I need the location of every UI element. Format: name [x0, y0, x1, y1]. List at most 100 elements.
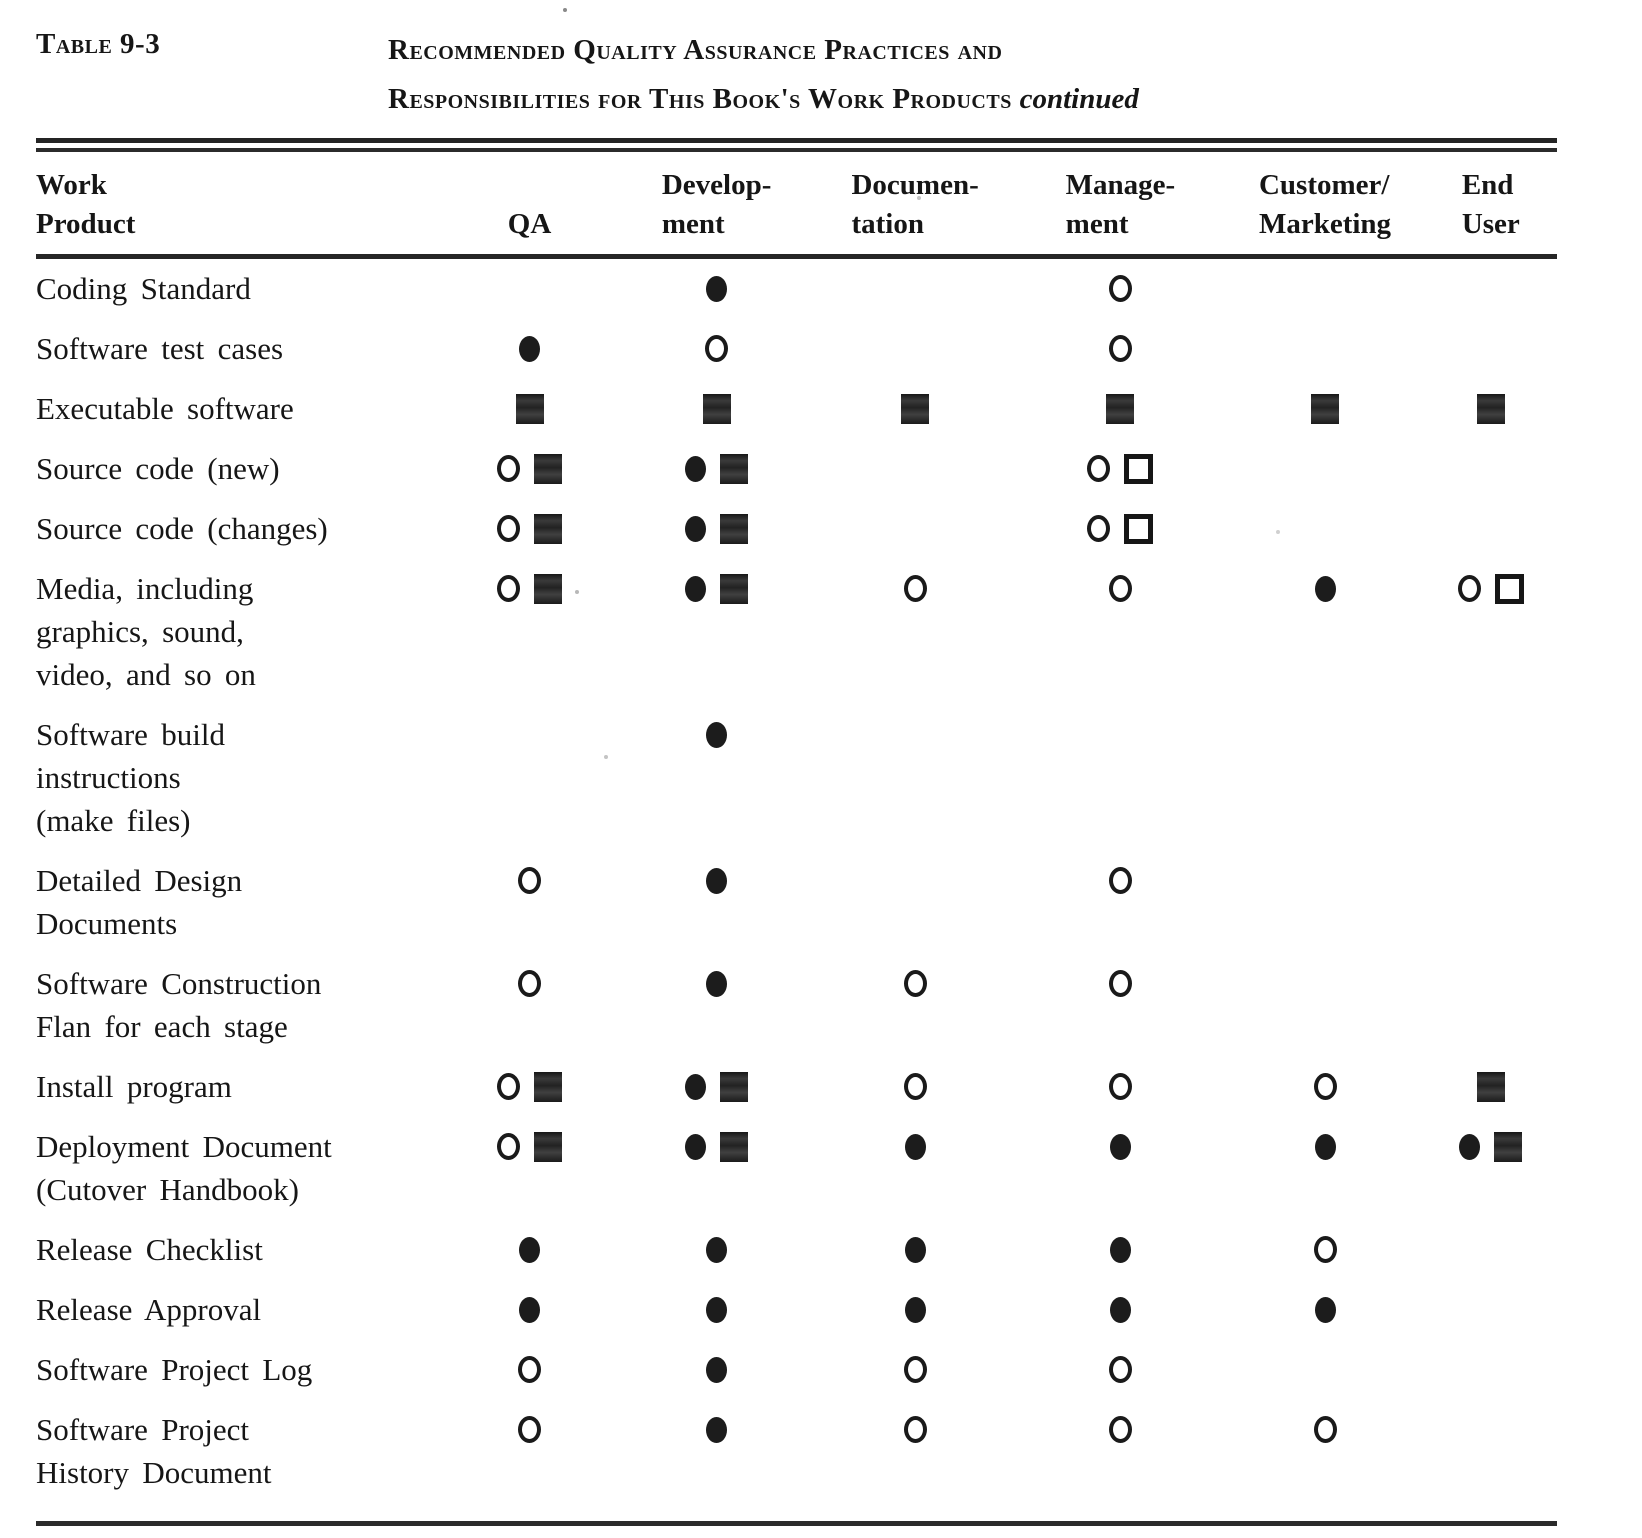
filled-square-icon [720, 513, 749, 544]
filled-square-icon [720, 573, 749, 604]
symbol-group [706, 1288, 728, 1331]
open-circle-icon [1108, 335, 1132, 362]
scan-speck [917, 196, 921, 200]
scan-speck [1276, 530, 1280, 534]
table-row: Detailed Design Documents [36, 851, 1557, 954]
cell-customer-marketing [1225, 851, 1424, 954]
cell-management [1016, 1117, 1226, 1220]
work-product-label: Deployment Document (Cutover Handbook) [36, 1129, 332, 1207]
cell-development [619, 257, 815, 320]
symbol-group [685, 507, 749, 550]
open-circle-icon [903, 1416, 927, 1443]
work-product-label: Release Checklist [36, 1232, 263, 1267]
filled-circle-icon [904, 1236, 926, 1263]
cell-development [619, 499, 815, 559]
open-circle-icon [518, 1416, 542, 1443]
cell-customer-marketing [1225, 439, 1424, 499]
work-product-label: Software build instructions (make files) [36, 717, 225, 838]
cell-qa [441, 319, 619, 379]
symbol-group [1087, 507, 1154, 550]
symbol-group [1311, 387, 1340, 430]
cell-management [1016, 379, 1226, 439]
cell-qa [441, 1220, 619, 1280]
symbol-group [904, 1228, 926, 1271]
cell-qa [441, 1057, 619, 1117]
filled-circle-icon [685, 1073, 707, 1100]
cell-qa [441, 1280, 619, 1340]
symbol-group [1108, 962, 1132, 1005]
cell-documentation [815, 1340, 1016, 1400]
table-header: Work Product QA Develop- ment [36, 152, 1557, 259]
symbol-group [706, 859, 728, 902]
cell-customer-marketing [1225, 705, 1424, 851]
header-line: tation [851, 208, 924, 240]
table-title: Recommended Quality Assurance Practices … [388, 26, 1139, 124]
open-circle-icon [1108, 1073, 1132, 1100]
scan-speck [575, 590, 579, 594]
table-number-label: Table 9-3 [36, 28, 161, 60]
cell-customer-marketing [1225, 257, 1424, 320]
open-square-icon [1124, 513, 1154, 544]
cell-end-user [1425, 851, 1557, 954]
filled-circle-icon [706, 1356, 728, 1383]
open-circle-icon [903, 1073, 927, 1100]
header-line: Marketing [1258, 208, 1392, 240]
cell-qa [441, 439, 619, 499]
table-row: Software Construction Flan for each stag… [36, 954, 1557, 1057]
cell-qa [441, 559, 619, 705]
header-line: Documen- [851, 169, 979, 201]
symbol-group [1108, 327, 1132, 370]
open-circle-icon [1108, 867, 1132, 894]
filled-square-icon [720, 1071, 749, 1102]
cell-development [619, 319, 815, 379]
bottom-rule [36, 1521, 1557, 1526]
symbol-group [519, 1228, 541, 1271]
cell-customer-marketing [1225, 1057, 1424, 1117]
cell-development [619, 705, 815, 851]
work-product-label: Executable software [36, 391, 294, 426]
cell-documentation [815, 319, 1016, 379]
filled-circle-icon [706, 1236, 728, 1263]
cell-development [619, 379, 815, 439]
cell-development [619, 1280, 815, 1340]
symbol-group [706, 1348, 728, 1391]
header-line: Customer/ [1258, 169, 1390, 201]
work-product-label: Media, including graphics, sound, video,… [36, 571, 256, 692]
cell-end-user [1425, 499, 1557, 559]
filled-circle-icon [519, 1236, 541, 1263]
work-product-label: Install program [36, 1069, 232, 1104]
open-circle-icon [1108, 970, 1132, 997]
filled-circle-icon [904, 1296, 926, 1323]
work-product-label: Source code (new) [36, 451, 280, 486]
symbol-group [1108, 1408, 1132, 1451]
header-line: Product [36, 208, 136, 240]
symbol-group [904, 1288, 926, 1331]
filled-circle-icon [904, 1133, 926, 1160]
open-circle-icon [497, 455, 521, 482]
symbol-group [706, 1408, 728, 1451]
filled-square-icon [534, 453, 563, 484]
header-row: Work Product QA Develop- ment [36, 152, 1557, 259]
filled-square-icon [901, 393, 930, 424]
cell-end-user [1425, 1220, 1557, 1280]
cell-management [1016, 1340, 1226, 1400]
symbol-group [903, 1348, 927, 1391]
open-circle-icon [497, 1073, 521, 1100]
work-product-label: Coding Standard [36, 271, 251, 306]
symbol-group [497, 1065, 563, 1108]
table-row: Media, including graphics, sound, video,… [36, 559, 1557, 705]
cell-documentation [815, 257, 1016, 320]
work-product-label: Software Construction Flan for each stag… [36, 966, 322, 1044]
symbol-group [1313, 1065, 1337, 1108]
filled-circle-icon [1109, 1133, 1131, 1160]
symbol-group [1459, 1125, 1523, 1168]
symbol-group [903, 1065, 927, 1108]
open-square-icon [1124, 453, 1154, 484]
open-circle-icon [1313, 1236, 1337, 1263]
cell-qa [441, 851, 619, 954]
scan-speck [563, 8, 567, 12]
filled-circle-icon [706, 721, 728, 748]
symbol-group [1108, 1348, 1132, 1391]
filled-circle-icon [519, 335, 541, 362]
symbol-group [685, 1065, 749, 1108]
